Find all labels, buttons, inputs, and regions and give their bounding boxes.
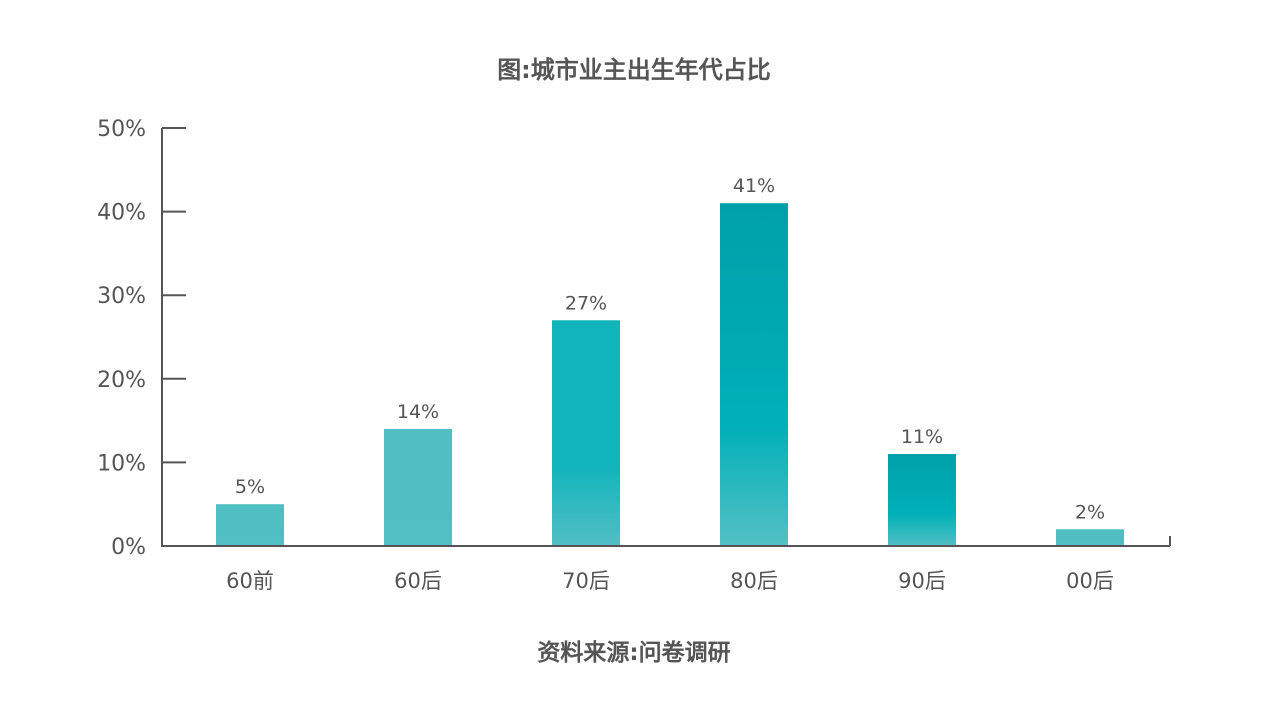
- data-label: 2%: [1075, 501, 1105, 523]
- y-tick-label: 0%: [111, 535, 146, 560]
- chart-source: 资料来源:问卷调研: [537, 639, 730, 666]
- data-label: 11%: [901, 426, 943, 448]
- bar-60前: [216, 504, 284, 545]
- data-label: 41%: [733, 175, 775, 197]
- data-label: 5%: [235, 476, 265, 498]
- x-tick-label: 00后: [1066, 569, 1114, 593]
- bar-70后: [552, 320, 620, 545]
- bar-80后: [720, 203, 788, 546]
- x-tick-label: 90后: [898, 569, 946, 593]
- data-label: 27%: [565, 292, 607, 314]
- y-tick-label: 30%: [97, 284, 146, 309]
- bar-00后: [1056, 529, 1124, 545]
- y-tick-label: 50%: [97, 117, 146, 142]
- y-tick-label: 40%: [97, 201, 146, 226]
- chart-title: 图:城市业主出生年代占比: [497, 56, 771, 84]
- data-label: 14%: [397, 401, 439, 423]
- x-tick-label: 70后: [562, 569, 610, 593]
- x-tick-label: 60前: [226, 569, 274, 593]
- bar-90后: [888, 454, 956, 545]
- x-tick-label: 80后: [730, 569, 778, 593]
- bar-60后: [384, 428, 452, 545]
- y-tick-label: 20%: [97, 368, 146, 393]
- y-tick-label: 10%: [97, 451, 146, 476]
- x-tick-label: 60后: [394, 569, 442, 593]
